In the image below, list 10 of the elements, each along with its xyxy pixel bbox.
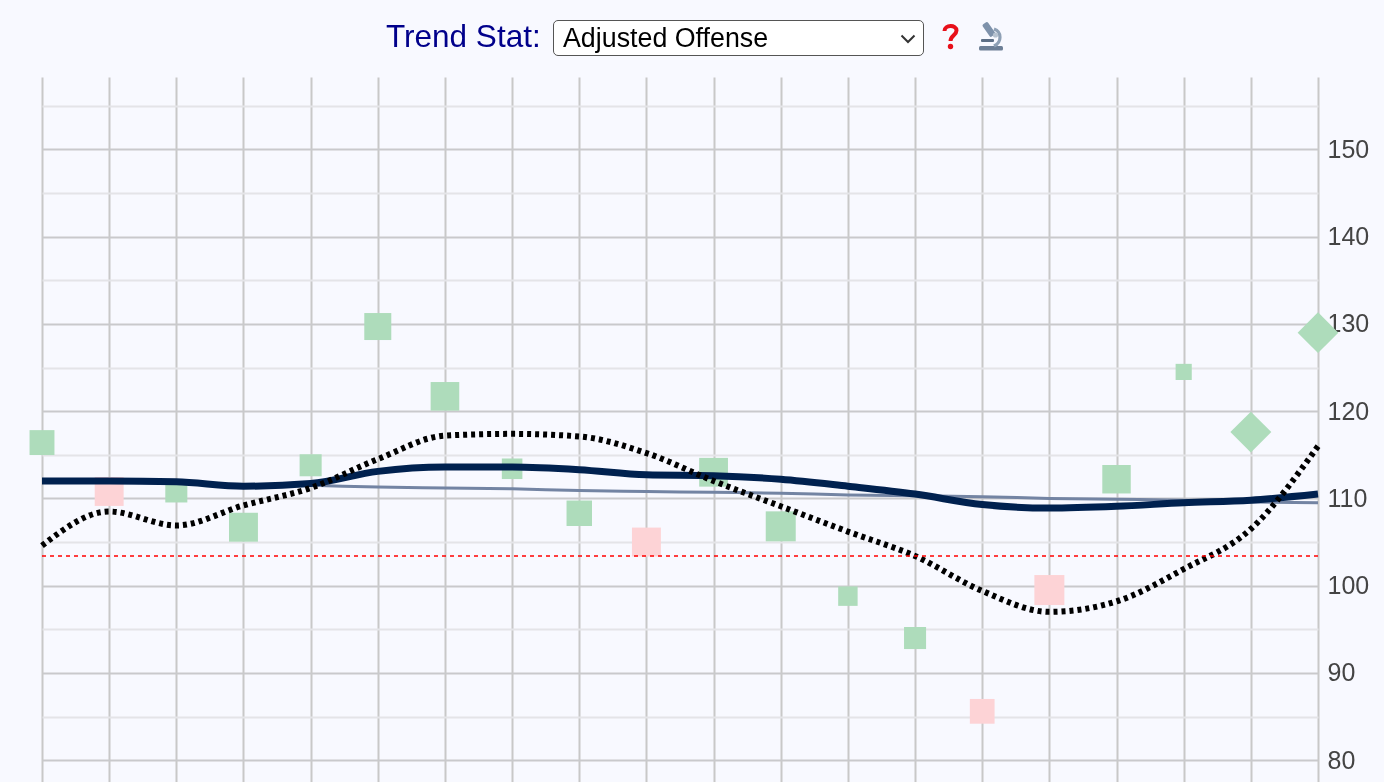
chart-subtitle: Adjusted Offense — [563, 22, 769, 55]
y-tick-label: 90 — [1327, 658, 1356, 687]
y-tick-label: 100 — [1327, 571, 1370, 600]
y-tick-label: 80 — [1327, 745, 1356, 774]
y-tick-label: 120 — [1327, 396, 1370, 425]
y-tick-label: 140 — [1327, 222, 1370, 251]
y-tick-label: 110 — [1327, 483, 1368, 512]
chart-title: Trend Stat: — [386, 17, 541, 56]
dropdown: Adjusted Offense — [553, 20, 924, 56]
y-tick-label: 150 — [1327, 134, 1370, 163]
